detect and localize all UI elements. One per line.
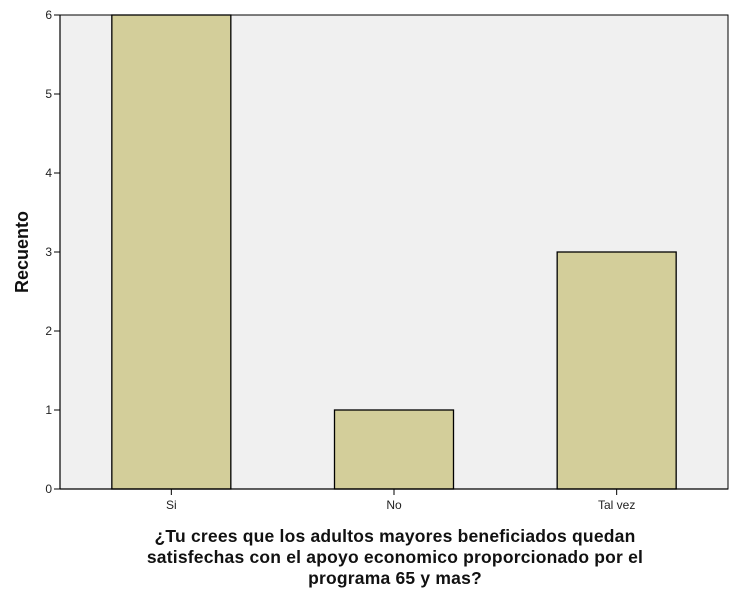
bar-tal-vez (556, 251, 677, 490)
y-tick-label: 2 (45, 324, 52, 338)
y-tick-label: 1 (45, 403, 52, 417)
y-tick-label: 3 (45, 245, 52, 259)
y-tick-label: 5 (45, 87, 52, 101)
bars-group (111, 14, 677, 490)
x-axis: Si No Tal vez (60, 488, 728, 512)
x-axis-title-line-3: programa 65 y mas? (308, 568, 482, 588)
x-tick-label: Si (166, 498, 177, 512)
bar-si (111, 14, 232, 490)
y-axis-title: Recuento (12, 211, 32, 293)
x-tick-label: Tal vez (598, 498, 635, 512)
y-tick-label: 0 (45, 482, 52, 496)
x-tick-label: No (386, 498, 402, 512)
x-axis-title: ¿Tu crees que los adultos mayores benefi… (60, 526, 730, 589)
y-axis: 0 1 2 3 4 5 6 (45, 8, 61, 496)
y-tick-label: 4 (45, 166, 52, 180)
bar-no (333, 409, 455, 490)
x-axis-title-line-2: satisfechas con el apoyo economico propo… (146, 547, 644, 567)
y-tick-label: 6 (45, 8, 52, 22)
x-axis-title-line-1: ¿Tu crees que los adultos mayores benefi… (154, 526, 636, 546)
